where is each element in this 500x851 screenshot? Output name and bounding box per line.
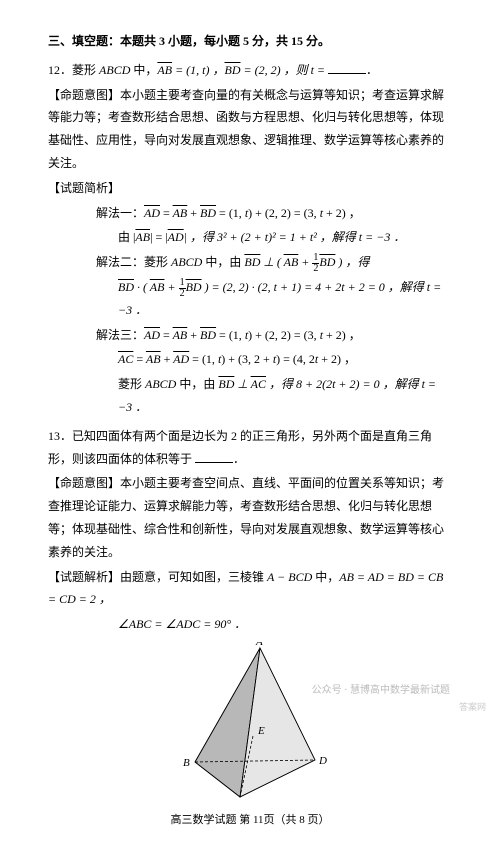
intent-label: 【命题意图】 [48,476,120,490]
text: ． [233,452,245,466]
q12-m1-line2: 由 |AB| = |AD| ，得 3² + (2 + t)² = 1 + t² … [48,226,452,249]
text: AC [251,377,266,391]
q12-intent: 【命题意图】本小题主要考查向量的有关概念与运算等知识；考查运算求解等能力等；考查… [48,84,452,175]
q12-m1-line1: 解法一：AD = AB + BD = (1, t) + (2, 2) = (3,… [48,202,452,225]
text: ⊥ [234,377,250,391]
text: + [298,255,312,269]
text: 解法二：菱形 [96,255,171,269]
q13-number: 13． [48,429,72,443]
q12-m3-line1: 解法三：AD = AB + BD = (1, t) + (2, 2) = (3,… [48,324,452,347]
text: AB [284,255,299,269]
q12-number: 12． [48,63,72,77]
text: ABCD [171,255,202,269]
text: AB [150,280,165,294]
text: AD [168,230,184,244]
analysis-label: 【试题解析】 [48,570,120,584]
svg-text:B: B [183,757,190,769]
text: · ( [134,280,150,294]
watermark: 公众号 · 慧博高中数学最新试题 [312,681,450,700]
text: A − BCD [267,570,312,584]
blank-input [195,450,233,463]
text: ∠ABC = ∠ADC = 90° ． [118,617,246,631]
text: ) ，得 [335,255,369,269]
section-header: 三、填空题：本题共 3 小题，每小题 5 分，共 15 分。 [48,30,452,53]
q12-m2-line2: BD · ( AB + 12BD ) = (2, 2) · (2, t + 1)… [48,276,452,322]
text: 中，由 [176,377,218,391]
q13-analysis-line2: ∠ABC = ∠ADC = 90° ． [48,613,452,636]
page-footer: 高三数学试题 第 11页（共 8 页） [48,810,452,831]
text: BD [118,280,134,294]
text: ． [366,63,378,77]
text: 中， [312,570,339,584]
q12-m2-line1: 解法二：菱形 ABCD 中，由 BD ⊥ ( AB + 12BD ) ，得 [48,251,452,274]
corner-mark: 答案网 [459,699,486,716]
svg-text:D: D [318,755,327,767]
q12-m3-line2: AC = AB + AD = (1, t) + (3, 2 + t) = (4,… [48,348,452,371]
text: + [164,280,178,294]
text: 由题意，可知如图，三棱锥 [120,570,267,584]
text: 由 | [118,230,135,244]
vec-ab: AB [157,63,172,77]
q12-analysis-label: 【试题简析】 [48,177,452,200]
text: = (2, 2) ，则 t = [241,63,329,77]
q12-m3-line3: 菱形 ABCD 中，由 BD ⊥ AC ，得 8 + 2(2t + 2) = 0… [48,373,452,419]
abcd: ABCD [99,63,130,77]
fraction-half: 12 [179,278,186,299]
q12-stem: 12．菱形 ABCD 中，AB = (1, t) ，BD = (2, 2) ，则… [48,59,452,82]
text: = (1, t) ， [172,63,224,77]
svg-text:C: C [236,800,244,802]
text: 中，由 [202,255,244,269]
q13-intent: 【命题意图】本小题主要考查空间点、直线、平面间的位置关系等知识；考查推理论证能力… [48,472,452,563]
svg-text:A: A [255,642,263,648]
text: BD [244,255,260,269]
svg-text:E: E [257,725,265,737]
text: BD [319,255,335,269]
text: | ，得 3² + (2 + t)² = 1 + t² ，解得 t = −3 ． [184,230,406,244]
text: 解法一： [96,206,144,220]
text: 菱形 [118,377,145,391]
text: AB [135,230,150,244]
text: 中， [130,63,157,77]
q13-stem: 13．已知四面体有两个面是边长为 2 的正三角形，另外两个面是直角三角形，则该四… [48,425,452,471]
intent-label: 【命题意图】 [48,88,120,102]
blank-input [328,61,366,74]
text: BD [218,377,234,391]
text: ⊥ ( [260,255,283,269]
text: 菱形 [72,63,99,77]
text: BD [186,280,202,294]
text: | = | [150,230,168,244]
vec-bd: BD [225,63,241,77]
text: ABCD [145,377,176,391]
text: 解法三： [96,328,144,342]
q13-analysis: 【试题解析】由题意，可知如图，三棱锥 A − BCD 中，AB = AD = B… [48,566,452,612]
